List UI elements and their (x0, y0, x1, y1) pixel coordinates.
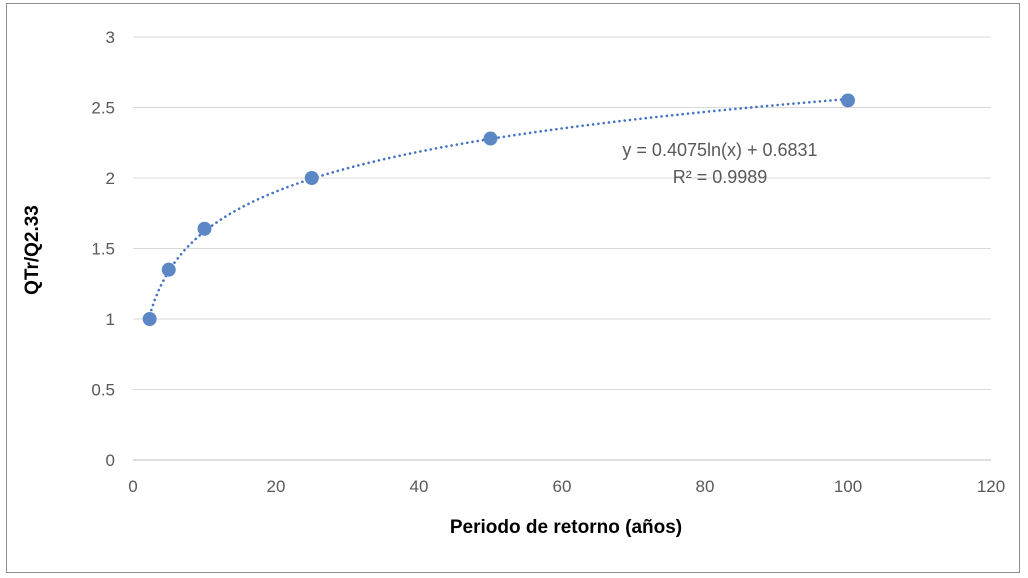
y-tick-label: 3 (106, 28, 115, 47)
y-tick-label: 1 (106, 310, 115, 329)
y-tick-label: 0.5 (91, 381, 115, 400)
data-point (483, 131, 498, 146)
x-tick-labels: 0 20 40 60 80 100 120 (128, 477, 1005, 496)
x-tick-label: 80 (696, 477, 715, 496)
trendline (148, 97, 850, 317)
data-points (142, 93, 855, 326)
chart-area: 0 0.5 1 1.5 2 2.5 3 0 20 40 60 80 100 120 Periodo de… (6, 3, 1020, 573)
y-tick-label: 0 (106, 451, 115, 470)
x-axis-title: Periodo de retorno (años) (450, 517, 682, 538)
trendline-equation: y = 0.4075ln(x) + 0.6831 (622, 140, 817, 160)
trendline-path (148, 97, 850, 317)
data-point (841, 93, 855, 108)
y-axis-title: QTr/Q2.33 (22, 205, 43, 295)
r-squared-label: R² = 0.9989 (673, 167, 768, 187)
data-point (161, 262, 176, 277)
y-tick-label: 2.5 (91, 99, 115, 118)
data-point (304, 171, 319, 185)
x-tick-label: 20 (267, 477, 286, 496)
y-tick-label: 1.5 (91, 240, 115, 259)
x-tick-label: 0 (128, 477, 137, 496)
gridlines (133, 36, 991, 390)
data-point (142, 312, 157, 326)
data-point (197, 221, 212, 236)
x-tick-label: 120 (977, 477, 1005, 496)
x-tick-label: 40 (410, 477, 429, 496)
y-tick-label: 2 (106, 169, 115, 188)
chart-svg: 0 0.5 1 1.5 2 2.5 3 0 20 40 60 80 100 120 Periodo de… (22, 28, 1005, 538)
y-tick-labels: 0 0.5 1 1.5 2 2.5 3 (91, 28, 115, 470)
x-tick-label: 60 (553, 477, 572, 496)
x-tick-label: 100 (834, 477, 862, 496)
